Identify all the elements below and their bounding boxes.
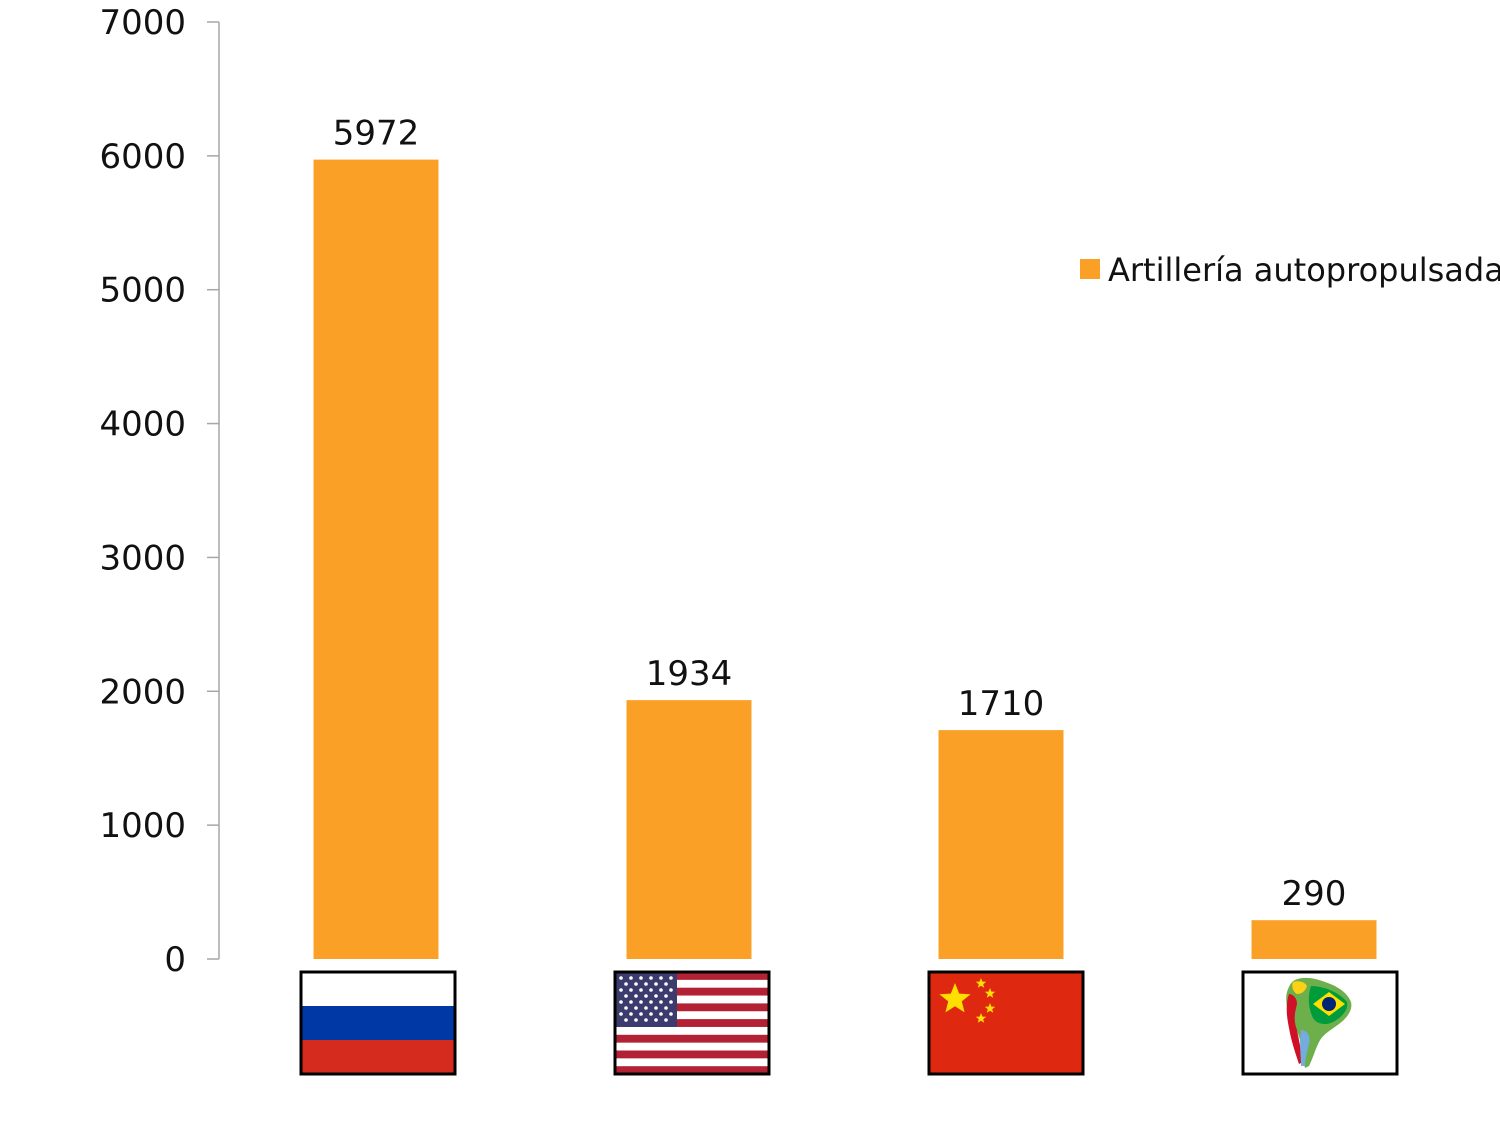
y-tick-label: 4000 <box>99 405 186 445</box>
bar <box>626 700 752 959</box>
y-tick-label: 7000 <box>99 3 186 43</box>
y-axis: 0 1000 2000 3000 4000 5000 6000 7000 <box>99 3 220 980</box>
bar-value-label: 1710 <box>958 684 1045 724</box>
category-icons <box>299 970 1399 1076</box>
usa-flag-icon <box>613 970 771 1076</box>
y-tick-label: 2000 <box>99 672 186 712</box>
south-america-map-icon <box>1241 970 1399 1076</box>
legend: Artillería autopropulsada <box>1080 251 1500 289</box>
legend-label: Artillería autopropulsada <box>1108 251 1500 289</box>
china-flag-icon <box>927 970 1085 1076</box>
y-tick-label: 0 <box>164 940 186 980</box>
data-labels: 5972 1934 1710 290 <box>333 114 1347 915</box>
bars <box>313 159 1377 959</box>
legend-swatch <box>1080 259 1100 279</box>
bar-value-label: 290 <box>1282 874 1347 914</box>
y-tick-label: 3000 <box>99 538 186 578</box>
bar-value-label: 1934 <box>646 654 733 694</box>
bar-value-label: 5972 <box>333 114 420 154</box>
bar <box>938 730 1064 959</box>
russia-flag-icon <box>299 970 457 1076</box>
y-tick-label: 6000 <box>99 137 186 177</box>
bar <box>313 159 439 959</box>
y-tick-label: 1000 <box>99 806 186 846</box>
bar <box>1251 920 1377 959</box>
y-tick-label: 5000 <box>99 271 186 311</box>
